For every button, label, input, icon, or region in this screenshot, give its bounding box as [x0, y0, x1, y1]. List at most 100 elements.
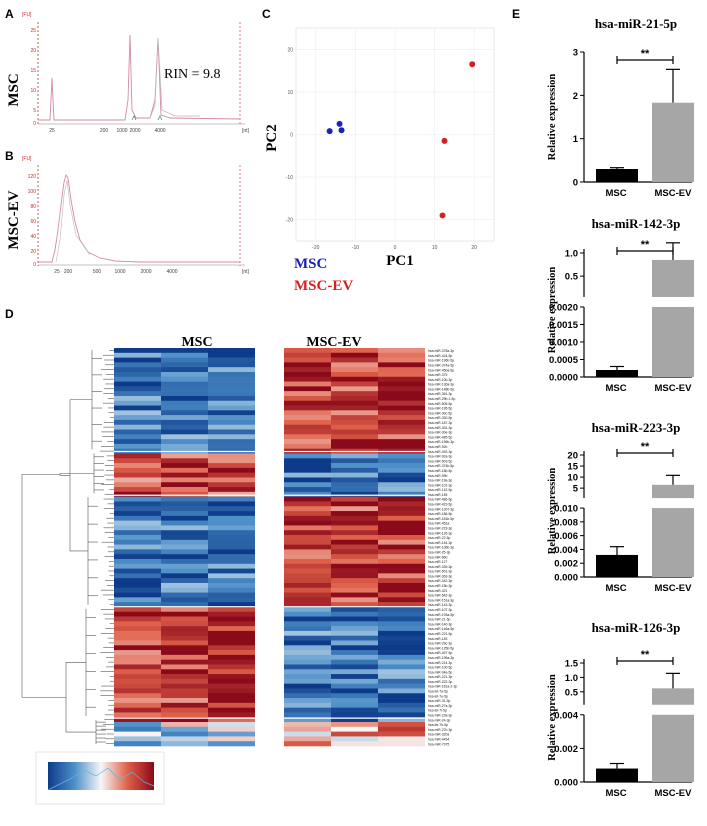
- pca-y-ticks: 20 10 0 -10 -20: [286, 47, 293, 223]
- mirna-label: hsa-miR-27a-3p: [428, 704, 452, 708]
- heatmap-cell: [284, 357, 331, 363]
- heatmap-cell: [284, 458, 331, 464]
- mirna-label: hsa-miR-378a-3p: [428, 349, 454, 353]
- heatmap-cell: [114, 626, 161, 632]
- heatmap-cell: [114, 530, 161, 536]
- heatmap-cell: [284, 424, 331, 430]
- heatmap-cell: [114, 525, 161, 531]
- heatmap-cell: [114, 405, 161, 411]
- heatmap-cell: [378, 592, 425, 598]
- mirna-label: hsa-miR-24-3p: [428, 718, 451, 722]
- heatmap-cell: [208, 511, 255, 517]
- heatmap-cell: [161, 554, 208, 560]
- heatmap-cell: [284, 707, 331, 713]
- heatmap-cell: [284, 726, 331, 732]
- heatmap-cell: [114, 520, 161, 526]
- mirna-label: hsa-miR-186-5p: [428, 512, 452, 516]
- heatmap-cell: [284, 405, 331, 411]
- heatmap-cell: [378, 693, 425, 699]
- heatmap-cell: [378, 443, 425, 449]
- heatmap-cell: [378, 645, 425, 651]
- heatmap-cell: [114, 558, 161, 565]
- heatmap-cell: [208, 467, 255, 473]
- heatmap-cell: [114, 443, 161, 449]
- y-tick-b: 20: [30, 249, 36, 255]
- mirna-label: hsa-miR-450a-5p: [428, 368, 454, 372]
- heatmap-cell: [208, 525, 255, 531]
- heatmap-cell: [284, 463, 331, 469]
- heatmap-cell: [331, 400, 378, 406]
- heatmap-cell: [378, 539, 425, 545]
- heatmap-cell: [114, 386, 161, 392]
- heatmap-cell: [284, 544, 331, 550]
- heatmap-cell: [378, 419, 425, 426]
- mirna-label: hsa-miR-146a-5p: [428, 627, 454, 631]
- heatmap-cell: [284, 530, 331, 536]
- heatmap-cell: [208, 630, 255, 637]
- heatmap-cell: [208, 477, 255, 483]
- heatmap-cell: [378, 578, 425, 584]
- heatmap-cell: [161, 626, 208, 632]
- y-tick-b: 100: [28, 189, 37, 195]
- heatmap-cell: [331, 482, 378, 488]
- heatmap-cell: [161, 731, 208, 737]
- heatmap-cell: [284, 520, 331, 526]
- heatmap-cell: [114, 606, 161, 613]
- heatmap-cell: [331, 731, 378, 737]
- heatmap-cell: [161, 511, 208, 517]
- x-tick-b: 2000: [140, 269, 151, 275]
- heatmap-cell: [114, 352, 161, 358]
- heatmap-cell: [284, 482, 331, 488]
- heatmap-cell: [114, 395, 161, 402]
- mirna-label: hsa-miR-451a: [428, 522, 449, 526]
- heatmap-cell: [208, 400, 255, 406]
- heatmap-cell: [284, 535, 331, 541]
- y-tick-a: 25: [30, 28, 36, 34]
- heatmap-cell: [208, 515, 255, 521]
- heatmap-cell: [378, 405, 425, 411]
- mirna-labels: hsa-miR-378a-3phsa-miR-424-5phsa-miR-196…: [428, 349, 457, 746]
- heatmap-cell: [208, 616, 255, 622]
- heatmap-cell: [331, 391, 378, 397]
- heatmap-cell: [114, 736, 161, 742]
- heatmap-cell: [284, 539, 331, 545]
- heatmap-cell: [161, 386, 208, 392]
- peak-marker: [131, 115, 163, 121]
- mirna-label: hsa-miR-15b-3p: [428, 584, 452, 588]
- heatmap-cell: [378, 736, 425, 742]
- heatmap-cell: [161, 578, 208, 584]
- heatmap-cell: [331, 439, 378, 445]
- heatmap-cell: [114, 597, 161, 603]
- heatmap-cell: [284, 712, 331, 718]
- heatmap-cell: [378, 563, 425, 569]
- heatmap-cell: [161, 678, 208, 684]
- heatmap-cell: [114, 381, 161, 387]
- dendrogram-branch: [69, 399, 92, 552]
- bar-y-tick: 0.004: [554, 545, 578, 556]
- heatmap-cell: [378, 611, 425, 617]
- heatmap-cell: [284, 736, 331, 742]
- pca-point-msc: [336, 120, 343, 127]
- heatmap-cell: [161, 352, 208, 358]
- heatmap-cell: [161, 424, 208, 430]
- heatmap-cell: [284, 395, 331, 402]
- heatmap-cell: [208, 712, 255, 718]
- y-tick-a: 20: [30, 48, 36, 54]
- heatmap-cell: [284, 391, 331, 397]
- bar-chart-3: hsa-miR-223-3p Relative expression MSC MSC-…: [547, 420, 694, 594]
- heatmap-cell: [331, 650, 378, 656]
- heatmap-cell: [378, 664, 425, 670]
- heatmap-cell: [331, 410, 378, 416]
- heatmap-cell: [208, 371, 255, 378]
- heatmap-cell: [331, 611, 378, 617]
- heatmap-cell: [161, 611, 208, 617]
- heatmap-cell: [208, 573, 255, 579]
- heatmap-cell: [208, 640, 255, 646]
- heatmap-cell: [331, 352, 378, 358]
- pca-point-msc: [338, 127, 345, 134]
- heatmap-cell: [378, 616, 425, 622]
- heatmap-cell: [161, 650, 208, 656]
- mirna-label: hsa-miR-542-3p: [428, 594, 452, 598]
- heatmap-cell: [161, 467, 208, 473]
- bar-msc: [596, 369, 638, 377]
